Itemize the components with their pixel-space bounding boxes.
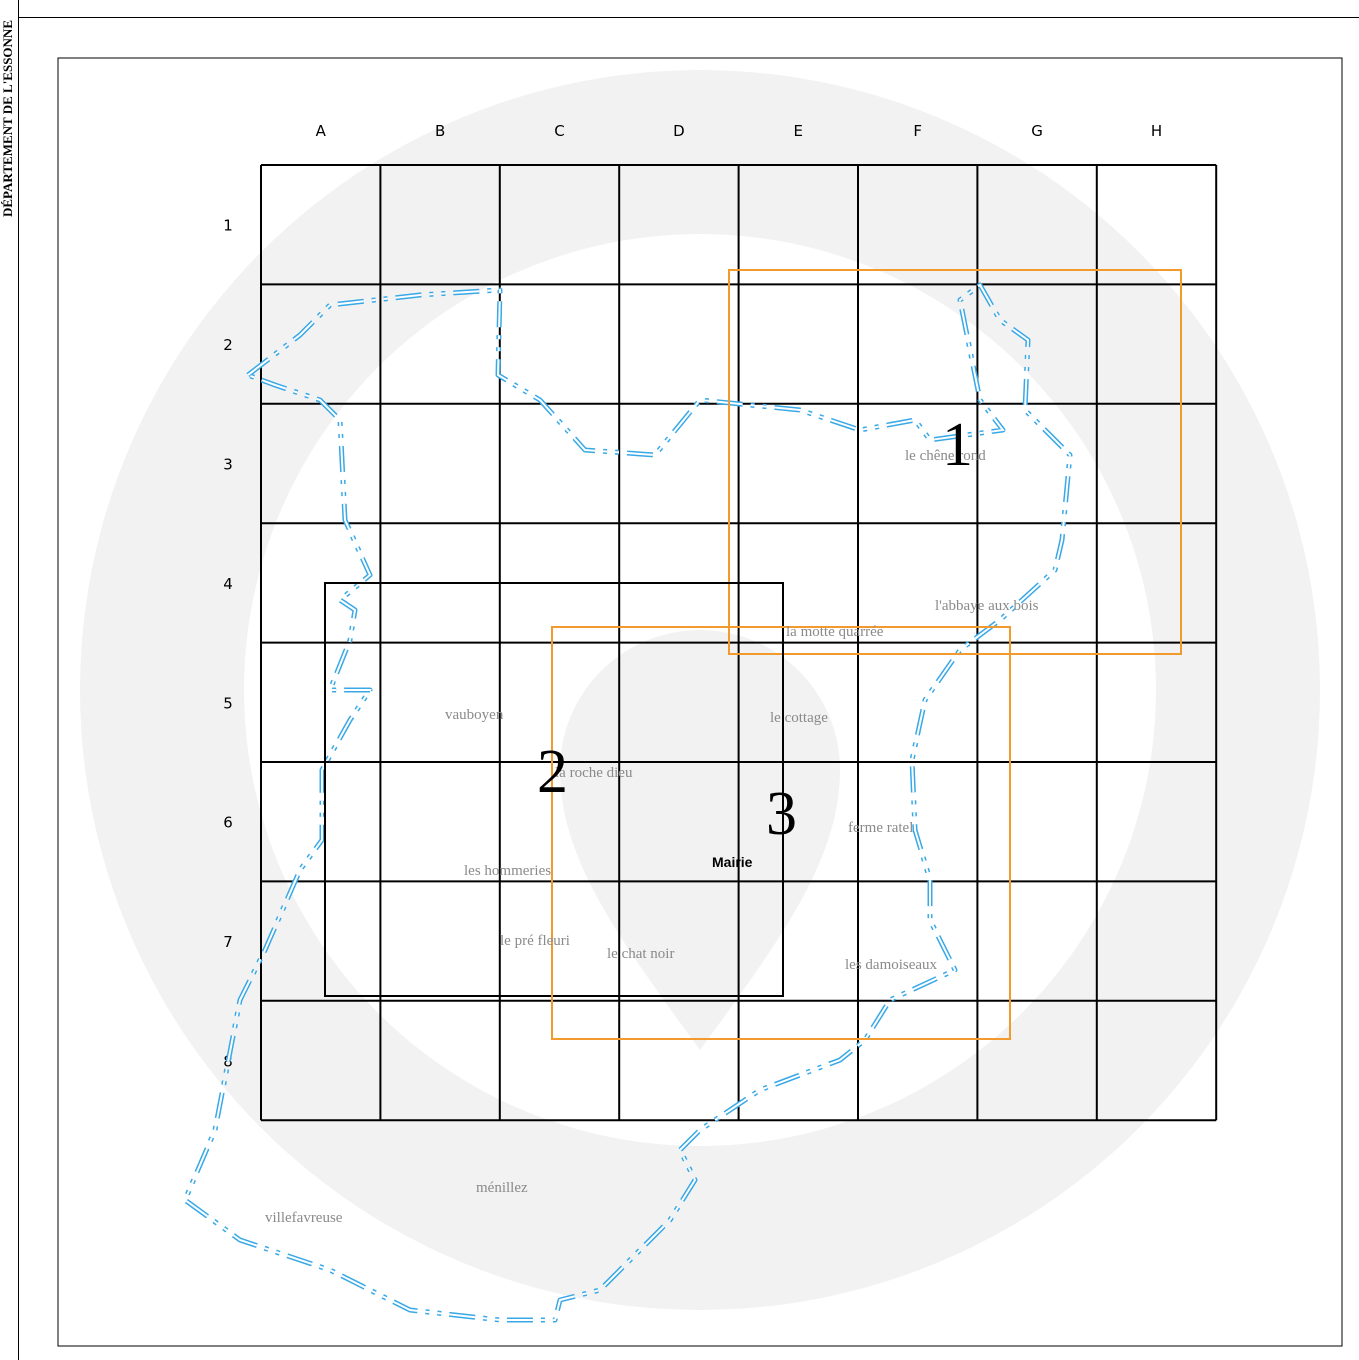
place-le-cottage: le cottage [770, 710, 828, 726]
column-label-f: F [913, 122, 922, 140]
zone-1-outline [728, 269, 1182, 655]
zone-2-number: 2 [537, 738, 568, 806]
column-label-e: E [794, 122, 803, 140]
place-le-pre-fleuri: le pré fleuri [500, 933, 570, 949]
row-label-8: 8 [223, 1053, 233, 1071]
place-le-chat-noir: le chat noir [607, 946, 674, 962]
row-labels: 1 2 3 4 5 6 7 8 [223, 217, 233, 1071]
place-les-damoiseaux: les damoiseaux [845, 957, 938, 973]
column-label-c: C [554, 122, 564, 140]
sidebar: DÉPARTEMENT DE L'ESSONNE [0, 0, 19, 1360]
mairie-label: Mairie [712, 854, 753, 870]
row-label-4: 4 [223, 575, 233, 593]
column-label-b: B [435, 122, 445, 140]
row-label-5: 5 [223, 694, 233, 712]
zone-1-number: 1 [942, 411, 973, 479]
top-rule [18, 17, 1359, 18]
column-label-d: D [673, 122, 685, 140]
place-le-chene-rond: le chêne rond [905, 448, 986, 464]
row-label-3: 3 [223, 456, 233, 474]
place-menillez: ménillez [476, 1180, 528, 1196]
commune-boundary [182, 282, 1073, 1323]
place-abbaye-aux-bois: l'abbaye aux bois [935, 598, 1039, 614]
watermark-drop [560, 630, 840, 1050]
column-label-g: G [1031, 122, 1043, 140]
place-les-hommeries: les hommeries [464, 863, 551, 879]
zone-2-outline [324, 582, 784, 997]
row-label-2: 2 [223, 336, 233, 354]
row-label-6: 6 [223, 814, 233, 832]
column-label-h: H [1151, 122, 1162, 140]
place-la-roche-dieu: la roche dieu [555, 765, 633, 781]
column-label-a: A [316, 122, 327, 140]
place-vauboyen: vauboyen [445, 707, 504, 723]
place-la-motte-quarree: la motte quarrée [786, 624, 884, 640]
watermark-logo [80, 70, 1321, 1310]
map-frame [57, 57, 1343, 1347]
place-ferme-ratel: ferme ratel [848, 820, 913, 836]
column-labels: A B C D E F G H [316, 122, 1163, 140]
zone-3-number: 3 [766, 780, 797, 848]
map-grid [260, 164, 1218, 1122]
place-villefavreuse: villefavreuse [265, 1210, 343, 1226]
zone-3-outline [551, 626, 1011, 1040]
row-label-1: 1 [223, 217, 233, 235]
row-label-7: 7 [223, 933, 233, 951]
